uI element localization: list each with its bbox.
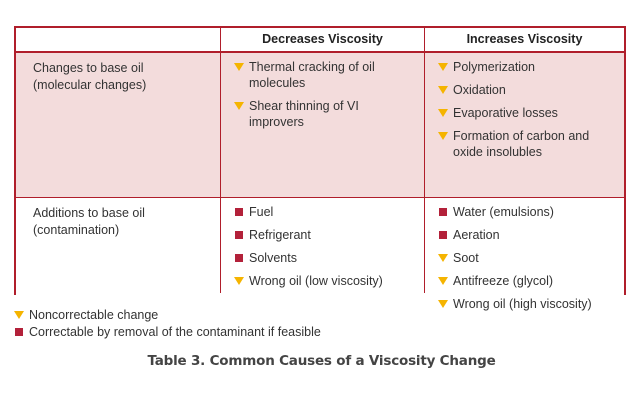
item-text: Polymerization [453,60,535,74]
square-marker-icon [14,327,24,337]
triangle-marker-icon [234,276,244,286]
item-text: Evaporative losses [453,106,558,120]
item-text: Wrong oil (high viscosity) [453,297,592,311]
row-label-base-oil-changes: Changes to base oil (molecular changes) [33,60,213,94]
square-marker-icon [438,230,448,240]
square-marker-icon [234,253,244,263]
list-item: Antifreeze (glycol) [438,273,622,289]
triangle-marker-icon [234,62,244,72]
increases-list-base-oil: Polymerization Oxidation Evaporative los… [438,59,622,167]
legend-text: Correctable by removal of the contaminan… [29,325,321,339]
viscosity-table: Decreases Viscosity Increases Viscosity … [14,26,626,311]
decreases-list-base-oil: Thermal cracking of oil molecules Shear … [234,59,414,137]
table-caption: Table 3. Common Causes of a Viscosity Ch… [147,353,496,369]
list-item: Wrong oil (low viscosity) [234,273,414,289]
decreases-list-contamination: Fuel Refrigerant Solvents Wrong oil (low… [234,204,414,296]
list-item: Refrigerant [234,227,414,243]
list-item: Oxidation [438,82,622,98]
square-marker-icon [234,230,244,240]
item-text: Antifreeze (glycol) [453,274,554,288]
list-item: Wrong oil (high viscosity) [438,296,622,312]
triangle-marker-icon [438,85,448,95]
triangle-marker-icon [438,276,448,286]
list-item: Thermal cracking of oil molecules [234,59,414,91]
item-text: Refrigerant [249,228,311,242]
triangle-marker-icon [438,62,448,72]
table-row-base-oil-changes: Changes to base oil (molecular changes) … [16,53,624,198]
triangle-marker-icon [438,108,448,118]
row-label-line: (molecular changes) [33,78,147,92]
item-text: Formation of carbon and oxide insolubles [453,129,590,159]
list-item: Polymerization [438,59,622,75]
column-divider [424,28,425,293]
item-text: Oxidation [453,83,506,97]
legend: Noncorrectable change Correctable by rem… [14,307,321,341]
list-item: Aeration [438,227,622,243]
item-text: Thermal cracking of oil molecules [249,60,375,90]
legend-item-noncorrectable: Noncorrectable change [14,307,321,324]
item-text: Aeration [453,228,500,242]
list-item: Solvents [234,250,414,266]
list-item: Shear thinning of VI improvers [234,98,414,130]
header-decreases-viscosity: Decreases Viscosity [262,32,383,46]
square-marker-icon [234,207,244,217]
square-marker-icon [438,207,448,217]
list-item: Soot [438,250,622,266]
item-text: Wrong oil (low viscosity) [249,274,383,288]
triangle-marker-icon [438,299,448,309]
legend-text: Noncorrectable change [29,308,159,322]
item-text: Water (emulsions) [453,205,554,219]
row-label-line: Additions to base oil [33,206,145,220]
table-header-row: Decreases Viscosity Increases Viscosity [16,28,624,53]
legend-item-correctable: Correctable by removal of the contaminan… [14,324,321,341]
increases-list-contamination: Water (emulsions) Aeration Soot Antifree… [438,204,622,319]
item-text: Solvents [249,251,297,265]
row-label-line: Changes to base oil [33,61,144,75]
row-label-contamination: Additions to base oil (contamination) [33,205,213,239]
column-divider [220,28,221,293]
triangle-marker-icon [438,253,448,263]
item-text: Soot [453,251,479,265]
item-text: Fuel [249,205,274,219]
triangle-marker-icon [438,131,448,141]
list-item: Formation of carbon and oxide insolubles [438,128,622,160]
item-text: Shear thinning of VI improvers [249,99,359,129]
table-row-contamination: Additions to base oil (contamination) Fu… [16,198,624,311]
list-item: Water (emulsions) [438,204,622,220]
triangle-marker-icon [234,101,244,111]
triangle-marker-icon [14,310,24,320]
row-label-line: (contamination) [33,223,120,237]
list-item: Evaporative losses [438,105,622,121]
header-increases-viscosity: Increases Viscosity [466,32,583,46]
list-item: Fuel [234,204,414,220]
